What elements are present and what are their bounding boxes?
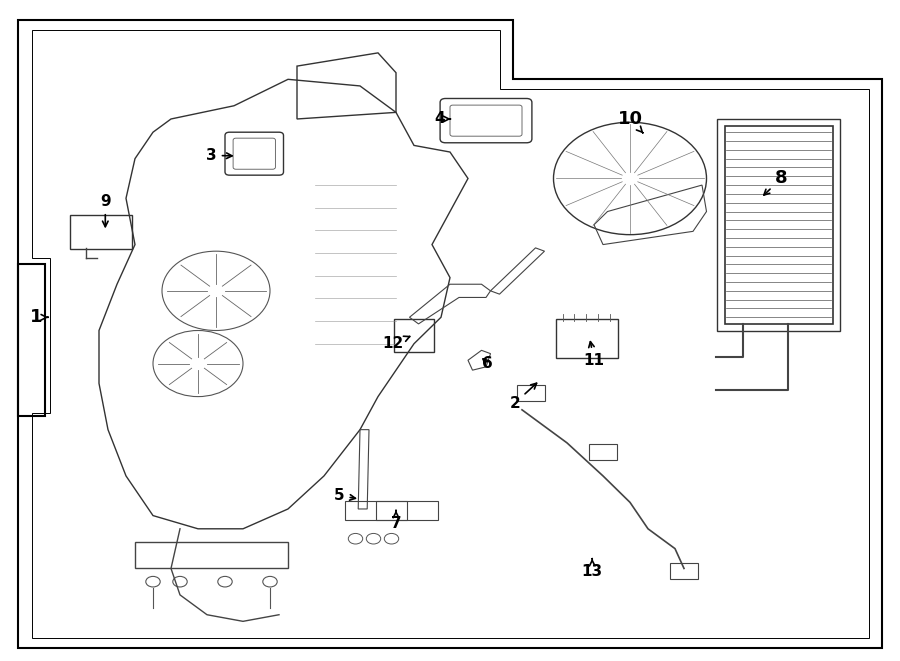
Text: 1: 1 [30, 308, 48, 327]
Text: 4: 4 [434, 112, 450, 126]
Text: 6: 6 [482, 356, 493, 371]
Text: 2: 2 [509, 383, 536, 410]
Text: 11: 11 [583, 342, 605, 368]
Text: 9: 9 [100, 194, 111, 227]
Text: 8: 8 [764, 169, 788, 195]
Text: 13: 13 [581, 559, 603, 579]
Bar [717, 119, 840, 330]
Text: 12: 12 [382, 336, 410, 351]
Text: 10: 10 [617, 110, 643, 133]
Text: 5: 5 [334, 488, 356, 503]
Bar [724, 126, 832, 324]
Text: 3: 3 [206, 148, 232, 163]
Text: 7: 7 [391, 510, 401, 531]
